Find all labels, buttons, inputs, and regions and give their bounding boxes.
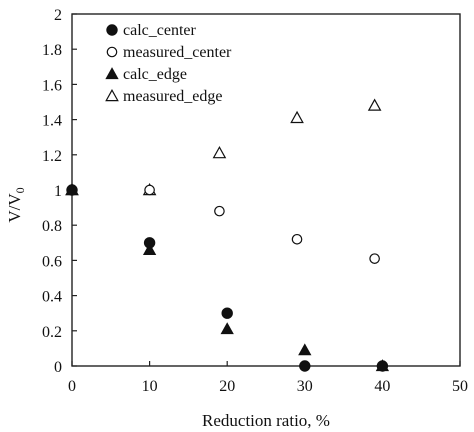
legend-marker-measured-edge bbox=[105, 88, 119, 102]
y-tick-label: 1 bbox=[54, 183, 62, 200]
legend-label: calc_center bbox=[123, 22, 197, 39]
y-tick-label: 0.6 bbox=[42, 253, 62, 270]
x-tick-label: 50 bbox=[452, 378, 468, 395]
legend-marker-measured-center bbox=[106, 46, 118, 58]
measured-edge-point bbox=[290, 110, 304, 124]
calc-center-point bbox=[66, 184, 78, 196]
calc-edge-point bbox=[298, 343, 312, 356]
measured-center-point bbox=[144, 184, 155, 196]
axis-label-layer: Reduction ratio, %V/V0 bbox=[5, 187, 330, 430]
legend-label: measured_center bbox=[123, 44, 232, 61]
y-tick-label: 1.8 bbox=[42, 42, 62, 59]
measured-edge-point bbox=[367, 98, 382, 111]
x-axis-label: Reduction ratio, % bbox=[202, 411, 330, 430]
legend-label: measured_edge bbox=[123, 88, 223, 105]
measured-center-point bbox=[214, 205, 225, 217]
y-tick-label: 0.8 bbox=[42, 218, 62, 235]
measured-center-point bbox=[291, 233, 303, 245]
legend-layer: calc_center measured_center calc_edgemeasu… bbox=[105, 22, 232, 105]
y-axis-label-subscript: 0 bbox=[13, 187, 27, 193]
calc-center-point bbox=[299, 360, 311, 372]
y-tick-label: 0 bbox=[54, 359, 62, 376]
legend-label: calc_edge bbox=[123, 66, 187, 83]
x-tick-label: 40 bbox=[374, 378, 390, 395]
calc-center-point bbox=[221, 307, 233, 319]
x-tick-label: 0 bbox=[68, 378, 76, 395]
y-axis-label: V/V0 bbox=[5, 187, 27, 222]
calc-edge-point bbox=[220, 322, 234, 335]
y-tick-label: 0.4 bbox=[42, 289, 62, 306]
x-tick-label: 10 bbox=[142, 378, 158, 395]
ticks-layer: 0 10 20 30 40 50 0 0.2 0.4 0.6 0.8 1 1.2 1.4 1.6 1.8 2 bbox=[42, 7, 468, 395]
measured-center-point bbox=[369, 253, 380, 264]
calc-center-point bbox=[376, 360, 389, 372]
y-tick-label: 2 bbox=[54, 7, 62, 24]
measured-edge-point bbox=[212, 146, 227, 159]
y-tick-label: 1.6 bbox=[42, 77, 62, 94]
legend-marker-calc-center bbox=[106, 24, 118, 36]
x-tick-label: 20 bbox=[219, 378, 235, 395]
y-tick-label: 1.4 bbox=[42, 113, 62, 130]
calc-edge-point bbox=[142, 243, 157, 255]
x-tick-label: 30 bbox=[297, 378, 313, 395]
y-axis-label-main: V/V bbox=[5, 193, 24, 223]
data-layer bbox=[65, 98, 390, 372]
y-tick-label: 1.2 bbox=[42, 148, 62, 165]
calc-center-point bbox=[143, 237, 156, 249]
y-tick-label: 0.2 bbox=[42, 324, 62, 341]
legend-marker-calc-edge bbox=[105, 67, 119, 80]
